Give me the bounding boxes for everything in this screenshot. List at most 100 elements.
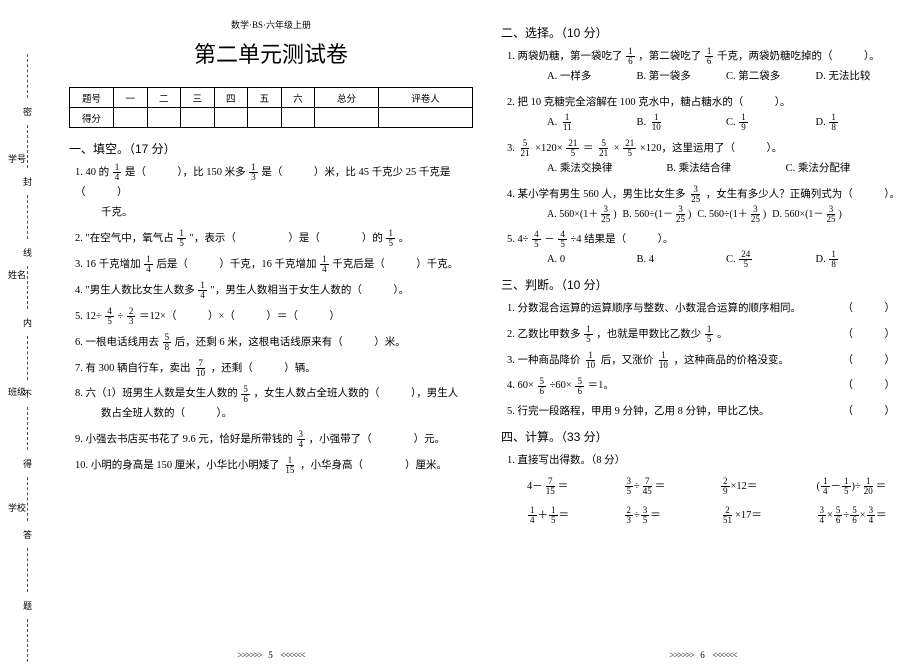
- text: 5. 12÷: [75, 311, 102, 322]
- q3: 3. 16 千克增加 14 后是（ ）千克，16 千克增加 14 千克后是（ ）…: [75, 255, 473, 275]
- text: C. 560÷(1＋: [697, 209, 748, 220]
- text: 千克，两袋奶糖吃掉的（ ）。: [717, 51, 880, 62]
- opt: D. 18: [816, 113, 906, 133]
- s2q3: 3. 521 ×120× 215 ＝ 521 × 215 ×120，这里运用了（…: [507, 139, 905, 179]
- q10: 10. 小明的身高是 150 厘米，小华比小明矮了 115 ，小华身高（ ）厘米…: [75, 456, 473, 476]
- opt: A. 560×(1＋325): [547, 205, 617, 224]
- frac-d: 4: [821, 487, 830, 496]
- text: C.: [726, 117, 738, 128]
- text: 。: [717, 329, 728, 340]
- frac-d: 4: [818, 516, 827, 525]
- q7: 7. 有 300 辆自行车，卖出 710 ，还剩（ ）辆。: [75, 359, 473, 379]
- text: ，女生有多少人？正确列式为（ ）。: [706, 189, 900, 200]
- frac-d: 5: [842, 487, 851, 496]
- frac-d: 25: [689, 195, 702, 204]
- subject-meta: 数学·BS·六年级上册: [69, 18, 473, 31]
- text: 8. 六（1）班男生人数是女生人数的: [75, 388, 238, 399]
- score-col: 总分: [315, 88, 379, 108]
- s2q1: 1. 两袋奶糖，第一袋吃了 16 ，第二袋吃了 16 千克，两袋奶糖吃掉的（ ）…: [507, 47, 905, 87]
- judge-blank: （ ）: [843, 351, 896, 371]
- judge-blank: （ ）: [843, 325, 896, 345]
- calc-item: 34×56÷56×34＝: [817, 506, 906, 525]
- text: D.: [816, 254, 829, 265]
- frac-d: 15: [283, 466, 296, 475]
- frac-d: 5: [558, 240, 567, 249]
- calc-item: 29×12＝: [720, 477, 809, 496]
- s2q4: 4. 某小学有男生 560 人，男生比女生多 325 ，女生有多少人？正确列式为…: [507, 185, 905, 224]
- text: 后，还剩 6 米，这根电话线原来有（ ）米。: [175, 337, 406, 348]
- arrow-icon: >>>>>>: [669, 650, 693, 660]
- calc-item: 14＋15＝: [527, 506, 616, 525]
- spine-label-xuehao: 学号: [8, 152, 26, 165]
- calc-grid: 4－715＝ 35÷745＝ 29×12＝ (14－15)÷120＝ 14＋15…: [501, 477, 905, 525]
- text: ×120，这里运用了（ ）。: [640, 143, 782, 154]
- score-table: 题号 一 二 三 四 五 六 总分 评卷人 得分: [69, 87, 473, 128]
- text: ，也就是甲数比乙数少: [596, 329, 701, 340]
- s3q3: 3. 一种商品降价 110 后，又涨价 110 ，这种商品的价格没变。 （ ）: [507, 351, 905, 371]
- frac-d: 4: [297, 440, 306, 449]
- text: ＝: [583, 143, 594, 154]
- frac-d: 5: [626, 149, 635, 158]
- score-col: 六: [281, 88, 315, 108]
- frac-d: 5: [549, 516, 558, 525]
- score-row-label: 题号: [70, 88, 114, 108]
- frac-d: 6: [575, 387, 584, 396]
- q2: 2. "在空气中，氧气占 15 "，表示（ ）是（ ）的 15 。: [75, 229, 473, 249]
- score-col: 四: [214, 88, 248, 108]
- frac-d: 6: [705, 57, 714, 66]
- opt: C. 19: [726, 113, 816, 133]
- frac-d: 5: [386, 239, 395, 248]
- judge-blank: （ ）: [843, 376, 896, 396]
- section-2-head: 二、选择。（10 分）: [501, 24, 905, 41]
- section-4-head: 四、计算。（33 分）: [501, 428, 905, 445]
- page-footer-left: >>>>>> 5 <<<<<<: [55, 650, 487, 660]
- text: ×120×: [535, 143, 563, 154]
- spine-label-banji: 班级: [8, 385, 26, 398]
- score-col: 五: [248, 88, 282, 108]
- frac-d: 3: [127, 317, 136, 326]
- text: 5. 行完一段路程，甲用 9 分钟，乙用 8 分钟，甲比乙快。: [507, 406, 770, 417]
- s4sub1: 1. 直接写出得数。（8 分）: [501, 451, 905, 471]
- text: B. 560÷(1－: [623, 209, 674, 220]
- calc-item: 23÷35＝: [624, 506, 713, 525]
- text: "，男生人数相当于女生人数的（ ）。: [211, 285, 410, 296]
- text: ＝12×（ ）×（ ）＝（ ）: [139, 311, 340, 322]
- frac-d: 5: [569, 149, 578, 158]
- score-col: 二: [147, 88, 181, 108]
- frac-d: 6: [538, 387, 547, 396]
- frac-d: 25: [824, 215, 837, 224]
- text: 后是（ ）千克，16 千克增加: [156, 259, 316, 270]
- text: 3. 一种商品降价: [507, 355, 581, 366]
- opt: A. 乘法交换律: [547, 159, 666, 179]
- spine-label-xuexiao: 学校: [8, 501, 26, 514]
- text: ，第二袋吃了: [638, 51, 701, 62]
- arrow-icon: >>>>>>: [237, 650, 261, 660]
- section-3-head: 三、判断。（10 分）: [501, 276, 905, 293]
- opt: B. 560÷(1－325): [623, 205, 692, 224]
- text: ，小强带了（ ）元。: [309, 434, 446, 445]
- page-footer-right: >>>>>> 6 <<<<<<: [487, 650, 919, 660]
- s2q2: 2. 把 10 克糖完全溶解在 100 克水中，糖占糖水的（ ）。 A. 111…: [507, 93, 905, 133]
- frac-d: 6: [834, 516, 843, 525]
- text: 5. 4÷: [507, 234, 529, 245]
- text: －: [544, 234, 555, 245]
- text: A. 560×(1＋: [547, 209, 598, 220]
- frac-d: 10: [194, 369, 207, 378]
- text: 6. 一根电话线用去: [75, 337, 159, 348]
- text: ÷: [118, 311, 124, 322]
- s3q4: 4. 60× 56 ÷60× 56 ＝1。 （ ）: [507, 376, 905, 396]
- judge-blank: （ ）: [843, 402, 896, 422]
- frac-d: 8: [163, 343, 172, 352]
- page-number: 6: [700, 650, 706, 660]
- arrow-icon: <<<<<<: [280, 650, 304, 660]
- page-left: 数学·BS·六年级上册 第二单元测试卷 题号 一 二 三 四 五 六 总分 评卷…: [55, 0, 487, 666]
- text: 2. "在空气中，氧气占: [75, 233, 174, 244]
- text: C.: [726, 254, 738, 265]
- page-right: 二、选择。（10 分） 1. 两袋奶糖，第一袋吃了 16 ，第二袋吃了 16 千…: [487, 0, 919, 666]
- s3q5: 5. 行完一段路程，甲用 9 分钟，乙用 8 分钟，甲比乙快。 （ ）: [507, 402, 905, 422]
- text: 4. 60×: [507, 380, 534, 391]
- calc-item: 4－715＝: [527, 477, 616, 496]
- frac-d: 45: [641, 487, 654, 496]
- frac-d: 25: [599, 215, 612, 224]
- text: ，女生人数占全班人数的（ ），男生人: [254, 388, 459, 399]
